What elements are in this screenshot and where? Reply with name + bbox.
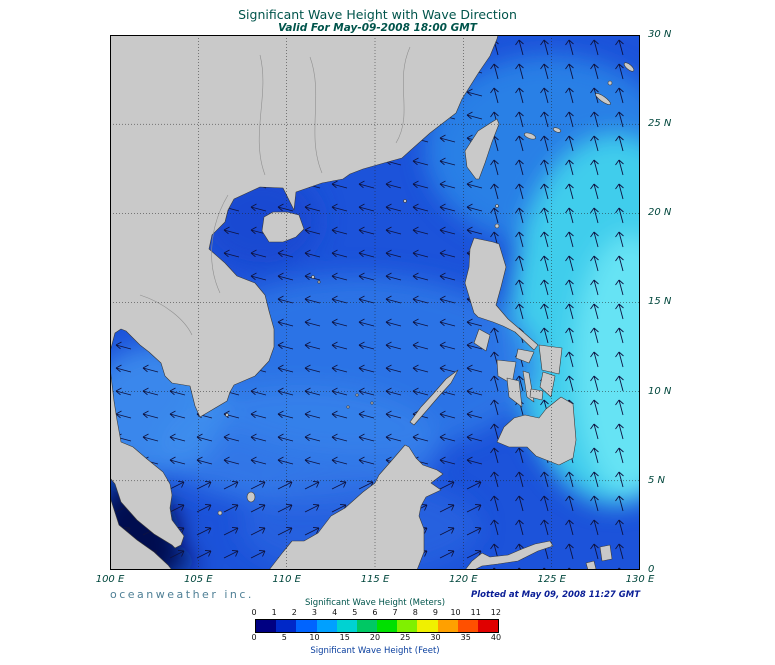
meters-tick-label: 5 xyxy=(352,608,358,617)
plotted-at-text: Plotted at May 09, 2008 11:27 GMT xyxy=(471,590,640,600)
legend-feet-label: Significant Wave Height (Feet) xyxy=(310,646,440,656)
latitude-tick-label: 5 N xyxy=(648,474,666,486)
meters-tick-label: 9 xyxy=(432,608,438,617)
island-sulawesi xyxy=(464,540,554,570)
map-border xyxy=(110,35,640,570)
longitude-tick-label: 130 E xyxy=(625,574,655,585)
feet-tick-label: 15 xyxy=(339,633,350,642)
valid-time-subtitle: Valid For May-09-2008 18:00 GMT xyxy=(278,22,477,34)
ryukyu-islands xyxy=(523,62,635,140)
colorbar-segment xyxy=(457,620,478,632)
colorbar-segment xyxy=(276,620,297,632)
island-luzon xyxy=(464,237,539,351)
map-figure xyxy=(110,35,640,570)
meters-tick-label: 7 xyxy=(392,608,398,617)
meters-tick-label: 6 xyxy=(372,608,378,617)
colorbar xyxy=(255,619,499,633)
colorbar-segment xyxy=(437,620,458,632)
island-negros xyxy=(506,377,523,408)
meters-tick-label: 1 xyxy=(271,608,277,617)
latitude-tick-label: 10 N xyxy=(648,385,672,397)
feet-tick-label: 25 xyxy=(400,633,411,642)
colorbar-segment xyxy=(336,620,357,632)
island-taiwan xyxy=(464,118,500,180)
feet-tick-label: 35 xyxy=(460,633,471,642)
island-palawan xyxy=(409,369,459,426)
graticule xyxy=(110,35,640,570)
small-islands xyxy=(217,199,597,570)
legend-feet-ticks: 0 5 10 15 20 25 30 35 40 xyxy=(244,633,506,642)
colorbar-segment xyxy=(316,620,337,632)
meters-tick-label: 0 xyxy=(251,608,257,617)
colorbar-segment xyxy=(477,620,499,632)
feet-tick-label: 30 xyxy=(430,633,441,642)
colorbar-segment xyxy=(356,620,378,632)
latitude-tick-label: 20 N xyxy=(648,207,672,219)
longitude-tick-label: 105 E xyxy=(184,574,213,585)
meters-tick-label: 11 xyxy=(470,608,481,617)
colorbar-segment xyxy=(256,620,277,632)
longitude-axis-labels: 100 E 105 E 110 E 115 E 120 E 125 E 130 E xyxy=(88,574,662,585)
internal-borders xyxy=(139,46,411,336)
island-borneo xyxy=(268,444,444,570)
longitude-tick-label: 100 E xyxy=(95,574,125,585)
meters-tick-label: 4 xyxy=(332,608,338,617)
island-mindanao xyxy=(496,396,577,466)
meters-tick-label: 2 xyxy=(291,608,297,617)
island-samar xyxy=(538,344,563,375)
landmasses xyxy=(110,35,635,570)
longitude-tick-label: 110 E xyxy=(272,574,301,585)
latitude-axis-labels: 30 N 25 N 20 N 15 N 10 N 5 N 0 xyxy=(648,28,690,577)
meters-tick-label: 3 xyxy=(311,608,318,617)
latitude-tick-label: 0 xyxy=(648,563,655,575)
colorbar-segment xyxy=(377,620,398,632)
legend-meters-ticks: 0 1 2 3 4 5 6 7 8 9 10 11 12 xyxy=(244,608,506,617)
island-halmahera xyxy=(599,544,613,562)
latitude-tick-label: 25 N xyxy=(648,118,672,130)
feet-tick-label: 20 xyxy=(369,633,381,642)
island-masbate xyxy=(515,348,535,364)
branding-text: oceanweather inc. xyxy=(110,588,254,601)
latitude-tick-label: 30 N xyxy=(648,29,672,40)
longitude-tick-label: 125 E xyxy=(537,574,566,585)
island-hainan xyxy=(261,211,305,243)
feet-tick-label: 10 xyxy=(309,633,320,642)
map-canvas xyxy=(110,35,640,570)
meters-tick-label: 8 xyxy=(412,608,418,617)
colorbar-segment xyxy=(417,620,438,632)
feet-tick-label: 5 xyxy=(281,633,287,642)
colorbar-segment xyxy=(296,620,317,632)
feet-tick-label: 40 xyxy=(490,633,502,642)
island-mindoro xyxy=(473,328,491,352)
meters-tick-label: 10 xyxy=(450,608,461,617)
island-leyte xyxy=(539,371,556,398)
meters-tick-label: 12 xyxy=(490,608,501,617)
land-asia-mainland xyxy=(110,35,499,418)
feet-tick-label: 0 xyxy=(251,633,257,642)
land-malay-peninsula xyxy=(110,366,185,549)
colorbar-segment xyxy=(397,620,418,632)
longitude-tick-label: 120 E xyxy=(449,574,478,585)
island-sumatra xyxy=(110,496,173,570)
page-title: Significant Wave Height with Wave Direct… xyxy=(238,7,517,22)
longitude-tick-label: 115 E xyxy=(360,574,390,585)
latitude-tick-label: 15 N xyxy=(648,296,672,308)
legend-meters-label: Significant Wave Height (Meters) xyxy=(304,598,446,608)
